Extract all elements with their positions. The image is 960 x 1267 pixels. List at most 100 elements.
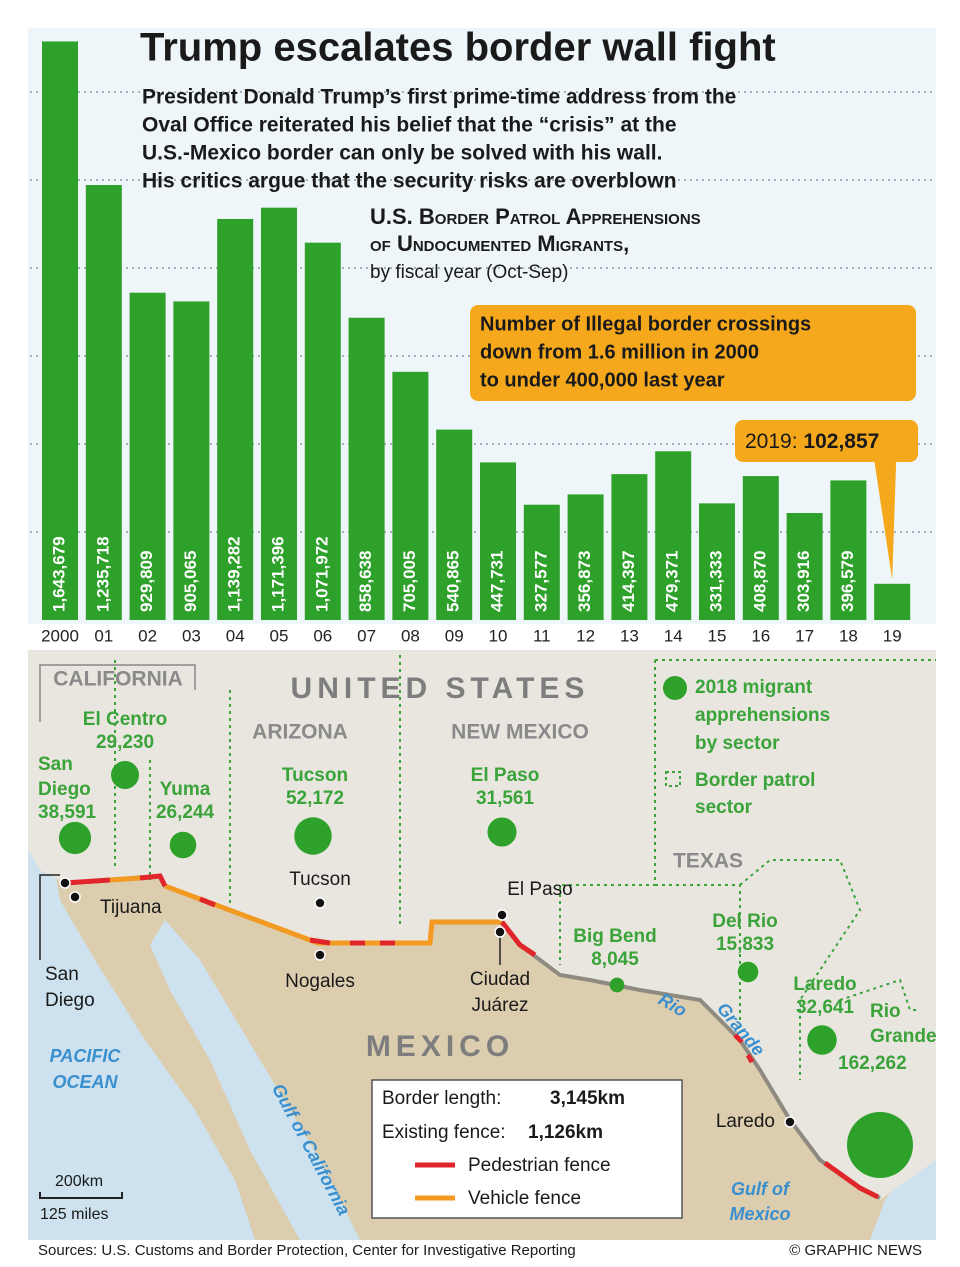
info-value: 3,145km [550,1088,625,1109]
value-label: 303,916 [794,551,813,612]
x-tick-label: 01 [94,626,113,645]
scale-bar [39,1192,123,1199]
city-label: Nogales [285,971,355,992]
legend-label: Pedestrian fence [468,1155,611,1176]
x-tick-label: 06 [313,626,332,645]
leader-line [39,874,60,960]
bar [173,301,210,620]
pedestrian-fence-segment [64,877,111,886]
pedestrian-fence-segment [309,937,331,946]
city-label: El Paso [507,879,572,900]
value-label: 1,171,396 [268,536,287,612]
x-tick-label: 19 [883,626,902,645]
bar [742,476,779,620]
country-label: MEXICO [366,1030,514,1063]
x-tick-label: 14 [664,626,683,645]
x-tick-label: 18 [839,626,858,645]
callout-box [735,420,918,462]
bar [85,185,122,620]
sector-circle [737,961,759,983]
sector-circle [487,817,517,847]
bar [217,218,254,621]
city-dot [59,877,71,889]
vehicle-fence [109,875,502,946]
callout-value: 102,857 [803,430,879,453]
bar [611,474,648,620]
state-label: CALIFORNIA [53,668,183,691]
legend-label: by sector [695,733,780,754]
bar [567,494,604,620]
sector-value: 26,244 [156,802,215,823]
vehicle-fence-segment [109,875,141,883]
pedestrian-fence [64,873,880,1200]
pedestrian-fence-segment [139,873,168,888]
x-tick-label: 04 [226,626,245,645]
annotation-line: Number of Illegal border crossings [480,313,811,335]
city-label: Tijuana [100,897,162,918]
bar [874,583,911,620]
bar [523,504,560,620]
city-dot [784,1116,796,1128]
subtitle-line: Oval Office reiterated his belief that t… [142,114,677,137]
water-label: Mexico [729,1204,790,1224]
sector-circle [110,760,140,790]
city-label: Laredo [716,1111,775,1132]
city-label: Diego [45,990,95,1011]
value-label: 327,577 [531,551,550,612]
x-tick-label: 17 [795,626,814,645]
value-label: 858,638 [356,551,375,612]
sector-value: 32,641 [796,997,855,1018]
water-label: OCEAN [52,1072,118,1092]
legend-label: 2018 migrant [695,677,813,698]
sources: Sources: U.S. Customs and Border Protect… [38,1242,576,1259]
state-label: TEXAS [673,850,743,873]
value-label: 479,371 [663,551,682,612]
legend-label: apprehensions [695,705,830,726]
sector-name: El Paso [471,765,540,786]
sector-name: San [38,754,73,775]
x-tick-label: 2000 [41,626,79,645]
city-dot [494,926,506,938]
bar [261,207,297,620]
city-label: San [45,964,79,985]
bar [655,451,692,620]
value-label: 1,071,972 [312,536,331,612]
scale-label: 200km [55,1173,103,1190]
info-label: Existing fence: [382,1122,506,1143]
value-label: 1,139,282 [225,536,244,612]
sector-circle [807,1025,837,1055]
city-label: Tucson [289,869,351,890]
legend-label: sector [695,797,753,818]
city-dot [314,949,326,961]
pedestrian-fence-segment [199,896,216,908]
value-label: 356,873 [575,551,594,612]
subtitle-line: U.S.-Mexico border can only be solved wi… [142,142,662,165]
sector-value: 29,230 [96,732,154,753]
bar [304,242,341,620]
sector-circle [169,831,197,859]
x-tick-label: 13 [620,626,639,645]
value-label: 1,235,718 [93,536,112,612]
info-box [371,1079,683,1219]
vehicle-fence-segment [164,883,502,946]
value-label: 396,579 [838,551,857,612]
x-tick-label: 07 [357,626,376,645]
city-dot [314,897,326,909]
bar [830,480,867,620]
info-label: Border length: [382,1088,501,1109]
x-tick-label: 02 [138,626,157,645]
credit: © GRAPHIC NEWS [789,1242,922,1259]
value-label: 540,865 [444,551,463,612]
state-label: ARIZONA [252,721,348,744]
country-label: UNITED STATES [291,672,590,705]
sector-value: 15,833 [716,934,774,955]
chart-title-line: of Undocumented Migrants, [370,231,629,256]
value-label: 447,731 [487,551,506,612]
city-label: Juárez [471,995,528,1016]
bar [480,462,516,620]
sector-value: 52,172 [286,788,344,809]
sector-name: Rio [870,1001,901,1022]
sector-name: Yuma [160,779,211,800]
value-label: 905,065 [181,551,200,612]
